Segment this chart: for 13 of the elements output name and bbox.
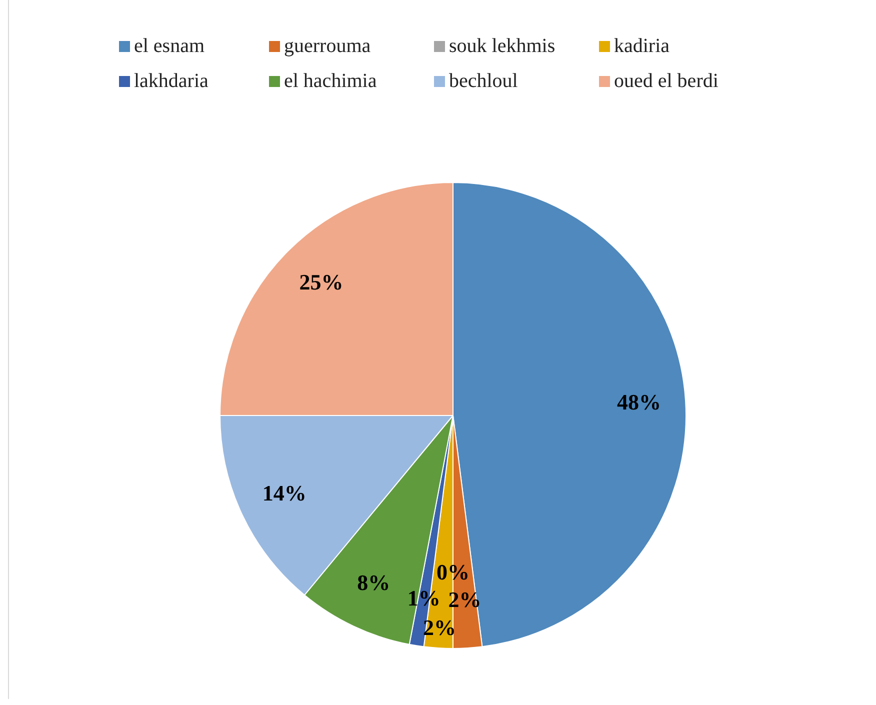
data-label: 48% bbox=[617, 389, 662, 414]
legend-label: souk lekhmis bbox=[449, 35, 556, 58]
legend-label: bechloul bbox=[449, 70, 518, 93]
legend-label: el esnam bbox=[134, 35, 205, 58]
legend-label: kadiria bbox=[614, 35, 670, 58]
legend-label: el hachimia bbox=[284, 70, 377, 93]
legend-label: lakhdaria bbox=[134, 70, 208, 93]
legend-label: oued el berdi bbox=[614, 70, 718, 93]
data-label: 8% bbox=[357, 570, 390, 595]
data-label: 1% bbox=[407, 585, 440, 610]
legend-label: guerrouma bbox=[284, 35, 371, 58]
data-label: 25% bbox=[299, 269, 344, 294]
data-label: 14% bbox=[262, 480, 306, 506]
